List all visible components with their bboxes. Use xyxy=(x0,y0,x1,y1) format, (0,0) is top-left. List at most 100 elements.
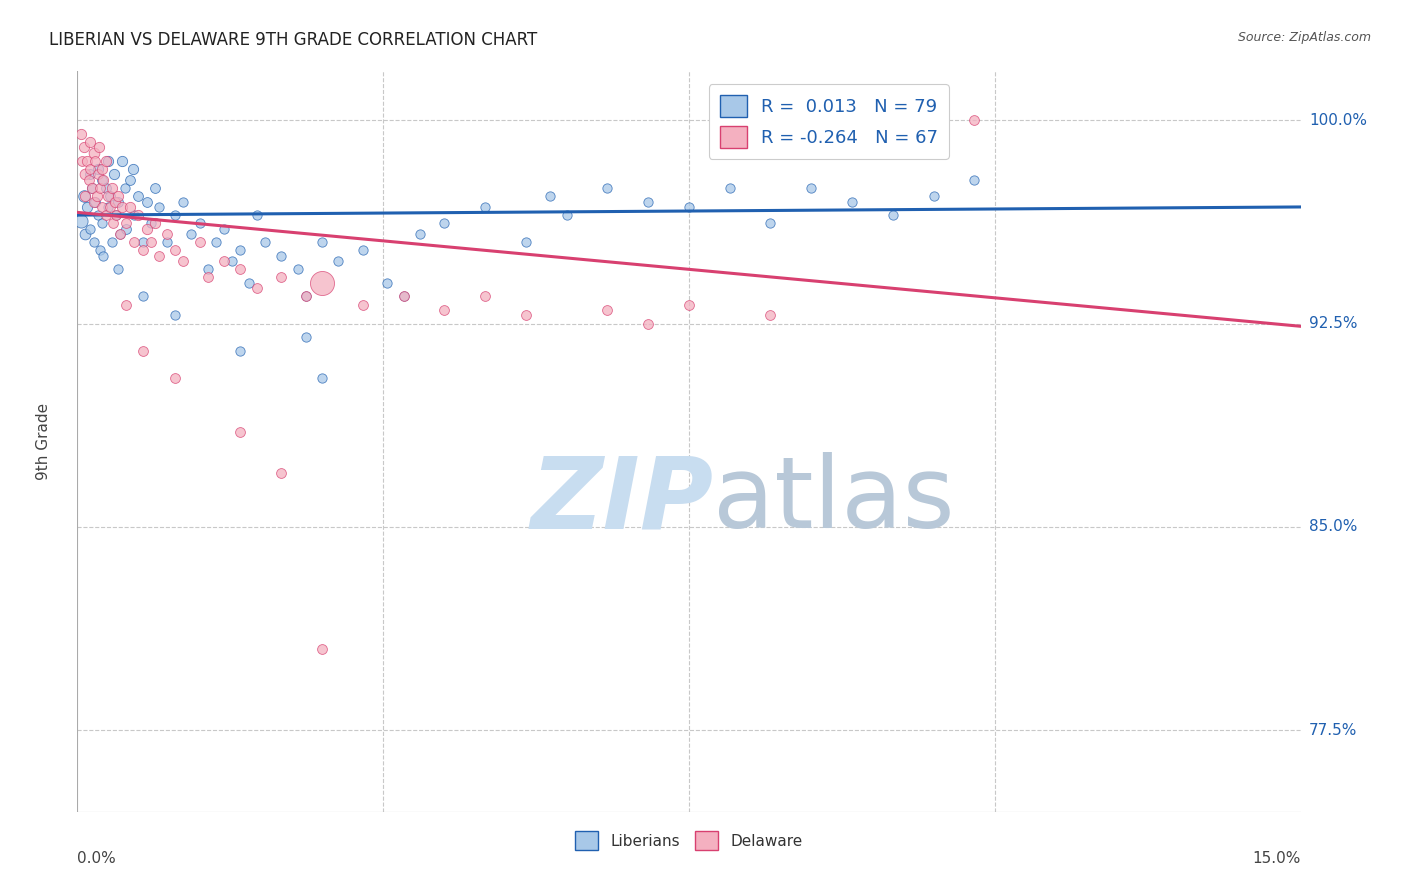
Point xyxy=(718,181,741,195)
Point xyxy=(165,309,187,323)
Point xyxy=(79,168,101,182)
Point xyxy=(882,208,904,222)
Text: 85.0%: 85.0% xyxy=(1309,519,1357,534)
Point xyxy=(270,249,292,263)
Point xyxy=(83,145,105,160)
Point xyxy=(180,227,202,241)
Point xyxy=(311,371,333,385)
Point xyxy=(221,254,243,268)
Point xyxy=(94,181,117,195)
Point xyxy=(311,235,333,250)
Point xyxy=(246,281,269,295)
Point xyxy=(107,194,129,209)
Point xyxy=(131,343,153,358)
Point xyxy=(433,303,456,318)
Point xyxy=(103,216,125,230)
Point xyxy=(105,208,128,222)
Point xyxy=(80,181,103,195)
Point xyxy=(555,208,578,222)
Point xyxy=(678,200,700,214)
Point xyxy=(246,208,269,222)
Point xyxy=(963,113,986,128)
Point xyxy=(131,289,153,303)
Point xyxy=(148,249,170,263)
Point xyxy=(94,153,117,168)
Point xyxy=(75,227,97,241)
Point xyxy=(131,244,153,258)
Point xyxy=(253,235,276,250)
Point xyxy=(143,181,166,195)
Point xyxy=(89,244,111,258)
Point xyxy=(165,208,187,222)
Text: 92.5%: 92.5% xyxy=(1309,316,1357,331)
Point xyxy=(79,161,101,176)
Point xyxy=(97,189,120,203)
Point xyxy=(294,289,316,303)
Text: 9th Grade: 9th Grade xyxy=(35,403,51,480)
Point xyxy=(197,270,219,285)
Text: ZIP: ZIP xyxy=(530,452,713,549)
Point xyxy=(294,289,316,303)
Point xyxy=(87,208,110,222)
Point xyxy=(80,181,103,195)
Point xyxy=(97,200,120,214)
Point xyxy=(759,309,782,323)
Point xyxy=(148,200,170,214)
Point xyxy=(188,216,211,230)
Point xyxy=(111,153,134,168)
Point xyxy=(100,235,122,250)
Point xyxy=(100,181,122,195)
Point xyxy=(922,189,945,203)
Point xyxy=(108,227,131,241)
Point xyxy=(229,244,252,258)
Point xyxy=(75,189,97,203)
Point xyxy=(79,135,101,149)
Point xyxy=(86,189,108,203)
Point xyxy=(69,127,91,141)
Point xyxy=(156,227,179,241)
Point xyxy=(212,221,235,235)
Point xyxy=(882,113,904,128)
Point xyxy=(115,297,138,311)
Point xyxy=(70,213,93,227)
Point xyxy=(111,200,134,214)
Point xyxy=(103,168,125,182)
Point xyxy=(76,153,98,168)
Point xyxy=(107,189,129,203)
Point xyxy=(205,235,228,250)
Point xyxy=(392,289,415,303)
Point xyxy=(79,221,101,235)
Point xyxy=(84,194,107,209)
Point xyxy=(70,153,93,168)
Point xyxy=(165,371,187,385)
Point xyxy=(87,168,110,182)
Point xyxy=(90,173,112,187)
Point xyxy=(93,249,115,263)
Point xyxy=(94,208,117,222)
Point xyxy=(637,317,659,331)
Point xyxy=(156,235,179,250)
Point xyxy=(287,262,309,277)
Point xyxy=(143,216,166,230)
Point xyxy=(596,181,619,195)
Point xyxy=(229,262,252,277)
Point xyxy=(328,254,350,268)
Point xyxy=(75,168,97,182)
Point xyxy=(73,140,96,154)
Point xyxy=(139,216,162,230)
Point xyxy=(135,221,157,235)
Point xyxy=(800,181,823,195)
Point xyxy=(98,200,121,214)
Point xyxy=(115,221,138,235)
Legend: Liberians, Delaware: Liberians, Delaware xyxy=(569,825,808,856)
Point xyxy=(93,173,115,187)
Point xyxy=(433,216,456,230)
Point xyxy=(90,200,112,214)
Point xyxy=(76,200,98,214)
Point xyxy=(121,161,143,176)
Point xyxy=(97,153,120,168)
Text: Source: ZipAtlas.com: Source: ZipAtlas.com xyxy=(1237,31,1371,45)
Point xyxy=(120,173,142,187)
Point xyxy=(165,244,187,258)
Point xyxy=(637,194,659,209)
